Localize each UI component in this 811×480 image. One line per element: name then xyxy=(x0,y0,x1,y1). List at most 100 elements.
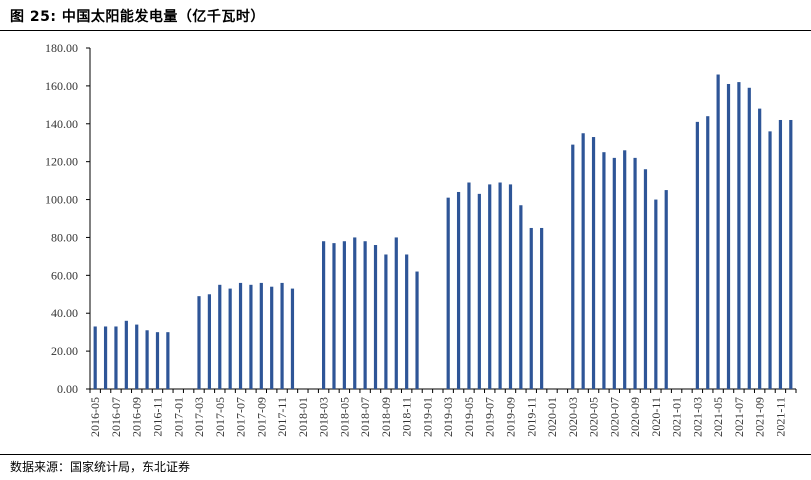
bar xyxy=(114,326,118,389)
bar xyxy=(643,169,648,389)
x-tick-label: 2017-01 xyxy=(171,397,185,437)
bar xyxy=(373,245,378,389)
x-tick-label: 2019-03 xyxy=(441,397,455,437)
y-tick-label: 40.00 xyxy=(51,306,78,320)
bar xyxy=(706,116,710,389)
x-tick-label: 2016-07 xyxy=(109,397,123,437)
x-tick-label: 2018-05 xyxy=(337,397,351,437)
x-tick-label: 2019-07 xyxy=(483,397,497,437)
x-tick-label: 2020-03 xyxy=(566,397,580,437)
bar xyxy=(290,288,295,389)
x-tick-label: 2017-05 xyxy=(213,397,227,437)
bar xyxy=(456,191,461,389)
x-tick-label: 2020-07 xyxy=(607,397,621,437)
bar xyxy=(280,282,284,389)
bar xyxy=(135,324,139,389)
bar xyxy=(322,241,326,389)
x-tick-label: 2021-05 xyxy=(711,397,725,437)
x-tick-label: 2021-01 xyxy=(670,397,684,437)
bar xyxy=(602,152,606,389)
bar xyxy=(207,294,211,389)
bar xyxy=(664,190,668,389)
y-tick-label: 80.00 xyxy=(51,230,78,244)
bar xyxy=(259,282,263,389)
x-tick-label: 2021-09 xyxy=(753,397,767,437)
source-divider xyxy=(0,454,811,455)
x-tick-label: 2021-03 xyxy=(690,397,704,437)
bar xyxy=(145,330,149,389)
bar xyxy=(747,87,751,389)
bar xyxy=(446,197,450,389)
x-tick-label: 2017-11 xyxy=(275,397,289,437)
bar xyxy=(415,271,419,389)
bar xyxy=(197,296,201,389)
bar xyxy=(467,182,471,389)
y-tick-label: 0.00 xyxy=(57,382,78,396)
x-tick-label: 2017-03 xyxy=(192,397,206,437)
bar xyxy=(519,205,523,389)
x-tick-label: 2018-03 xyxy=(317,397,331,437)
bar xyxy=(238,282,243,389)
x-tick-label: 2016-05 xyxy=(88,397,102,437)
bar xyxy=(218,284,222,389)
x-tick-label: 2020-05 xyxy=(587,397,601,437)
bar xyxy=(498,182,502,389)
bar xyxy=(270,286,274,389)
bar xyxy=(508,184,513,389)
bar xyxy=(623,150,627,389)
bar xyxy=(342,241,346,389)
x-tick-label: 2016-09 xyxy=(130,397,144,437)
bar xyxy=(633,157,637,389)
bar xyxy=(93,326,97,389)
x-tick-label: 2018-11 xyxy=(400,397,414,437)
x-tick-label: 2017-07 xyxy=(234,397,248,437)
bar xyxy=(789,119,793,390)
y-tick-label: 20.00 xyxy=(51,344,78,358)
bar xyxy=(332,243,336,389)
x-tick-label: 2020-01 xyxy=(545,397,559,437)
bar xyxy=(103,326,108,389)
x-tick-label: 2018-07 xyxy=(358,397,372,437)
bar xyxy=(758,108,762,390)
bar xyxy=(591,137,596,389)
y-tick-label: 140.00 xyxy=(45,117,78,131)
bar xyxy=(363,241,367,389)
bar xyxy=(405,254,409,389)
bar xyxy=(737,82,741,389)
title-divider xyxy=(0,30,811,31)
bar xyxy=(166,332,170,389)
bar xyxy=(654,199,658,389)
bar xyxy=(695,121,699,389)
x-tick-label: 2019-09 xyxy=(503,397,517,437)
bar xyxy=(249,284,253,389)
x-tick-label: 2017-09 xyxy=(254,397,268,437)
y-tick-label: 120.00 xyxy=(45,155,78,169)
bar xyxy=(571,144,575,389)
y-tick-label: 100.00 xyxy=(45,193,78,207)
bar xyxy=(612,157,616,389)
y-tick-label: 60.00 xyxy=(51,268,78,282)
y-tick-label: 180.00 xyxy=(45,41,78,55)
x-tick-label: 2020-11 xyxy=(649,397,663,437)
bar xyxy=(353,237,357,389)
bar xyxy=(726,83,731,390)
bar xyxy=(778,119,783,390)
x-tick-label: 2019-01 xyxy=(420,397,434,437)
bar xyxy=(716,74,720,390)
bar xyxy=(581,133,585,389)
y-tick-label: 160.00 xyxy=(45,79,78,93)
bar xyxy=(384,254,388,389)
figure-title: 图 25: 中国太阳能发电量（亿千瓦时） xyxy=(10,9,265,25)
bar xyxy=(155,332,160,389)
x-tick-label: 2020-09 xyxy=(628,397,642,437)
x-tick-label: 2016-11 xyxy=(150,397,164,437)
x-tick-label: 2019-11 xyxy=(524,397,538,437)
bar xyxy=(228,288,232,389)
x-tick-label: 2021-07 xyxy=(732,397,746,437)
bar xyxy=(394,237,398,389)
bar xyxy=(488,184,492,389)
x-tick-label: 2018-09 xyxy=(379,397,393,437)
bar xyxy=(768,131,772,390)
source-note: 数据来源：国家统计局，东北证券 xyxy=(10,460,191,474)
bar xyxy=(529,227,533,389)
